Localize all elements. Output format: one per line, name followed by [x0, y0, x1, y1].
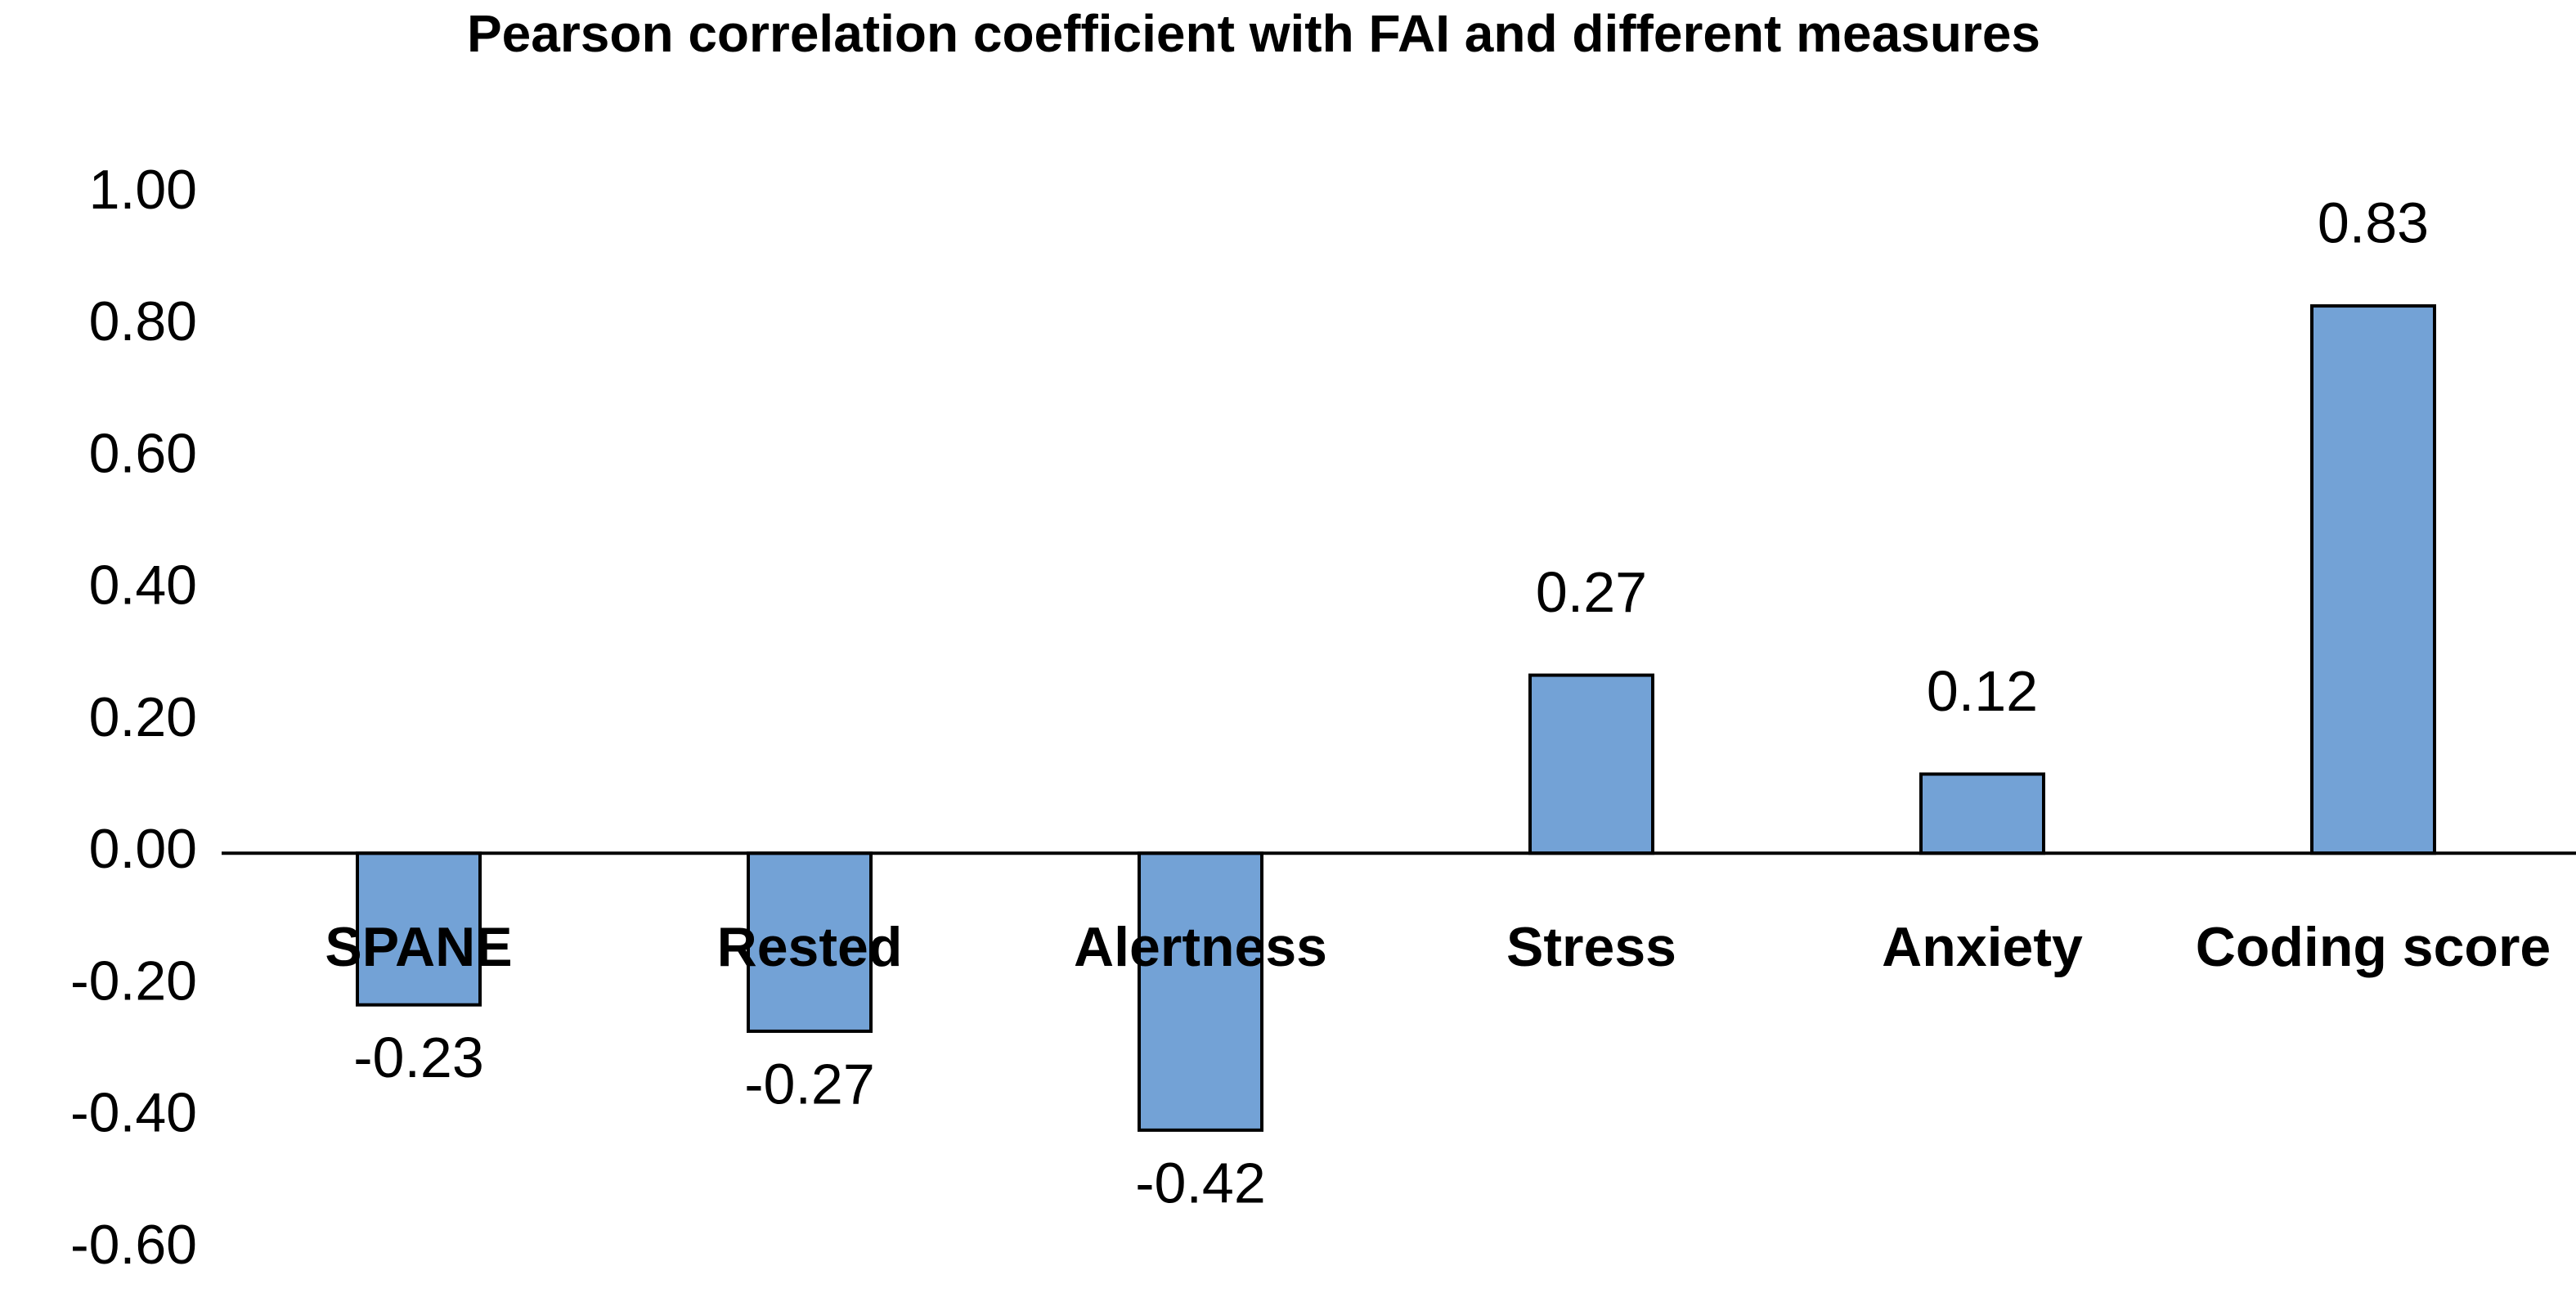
x-tick-label: Stress — [1506, 916, 1676, 978]
y-tick-label: 1.00 — [89, 159, 197, 221]
y-tick-label: 0.40 — [89, 554, 197, 617]
y-tick-label: -0.20 — [70, 950, 197, 1012]
y-tick-label: 0.80 — [89, 290, 197, 352]
y-tick-label: 0.60 — [89, 422, 197, 484]
x-tick-label: SPANE — [325, 916, 512, 978]
y-tick-label: 0.00 — [89, 818, 197, 880]
bar — [2310, 304, 2436, 855]
value-label: -0.23 — [353, 1026, 484, 1089]
bar — [1528, 673, 1654, 855]
x-tick-label: Rested — [717, 916, 903, 978]
y-tick-label: -0.40 — [70, 1082, 197, 1144]
value-label: -0.27 — [744, 1052, 875, 1116]
value-label: 0.27 — [1536, 560, 1647, 624]
chart-title: Pearson correlation coefficient with FAI… — [467, 4, 2040, 63]
bar — [1919, 772, 2045, 855]
y-tick-label: -0.60 — [70, 1214, 197, 1276]
y-tick-label: 0.20 — [89, 686, 197, 748]
x-tick-label: Alertness — [1074, 916, 1327, 978]
value-label: 0.83 — [2318, 191, 2429, 255]
value-label: 0.12 — [1927, 659, 2038, 723]
bar — [356, 851, 482, 1007]
x-tick-label: Anxiety — [1882, 916, 2083, 978]
value-label: -0.42 — [1135, 1151, 1266, 1214]
bar — [747, 851, 873, 1033]
bar — [1138, 851, 1263, 1132]
x-tick-label: Coding score — [2196, 916, 2551, 978]
